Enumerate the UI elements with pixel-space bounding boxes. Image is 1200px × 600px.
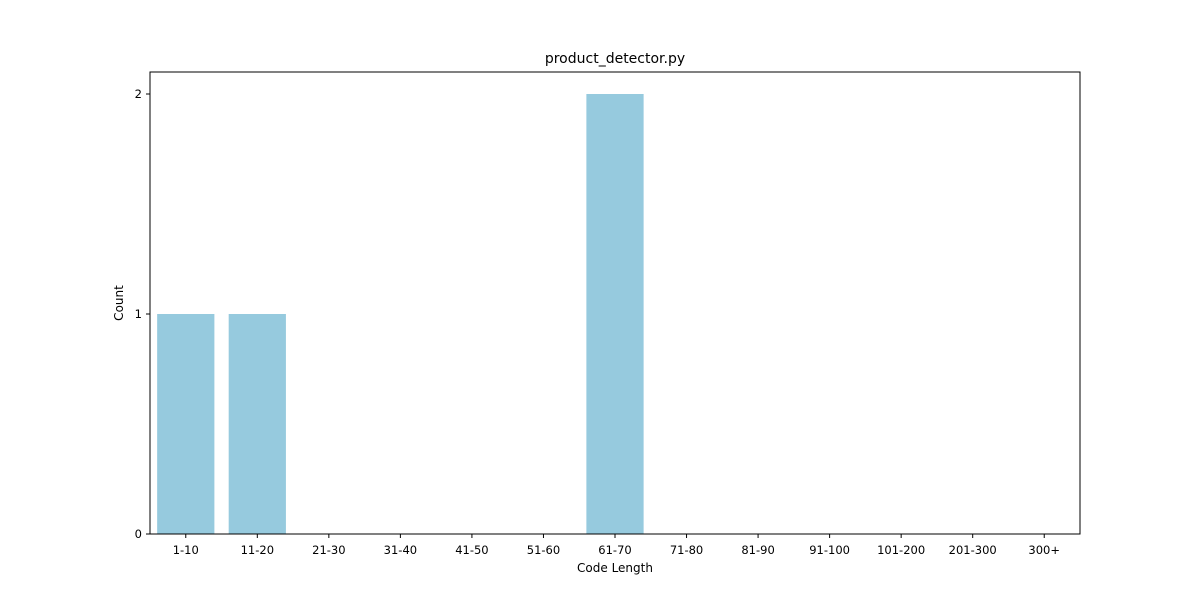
y-tick-label: 1 — [135, 307, 142, 321]
x-tick-label: 11-20 — [241, 543, 274, 557]
x-tick-label: 91-100 — [809, 543, 850, 557]
bar-61-70 — [586, 94, 644, 534]
x-tick-label: 201-300 — [949, 543, 997, 557]
y-tick-label: 0 — [135, 527, 142, 541]
x-tick-label: 41-50 — [455, 543, 488, 557]
x-tick-label: 21-30 — [312, 543, 345, 557]
x-tick-label: 1-10 — [173, 543, 199, 557]
bar-11-20 — [228, 314, 286, 534]
bars-group — [157, 94, 644, 534]
plot-frame — [149, 71, 1081, 535]
y-axis-label: Count — [112, 285, 126, 321]
x-tick-label: 71-80 — [670, 543, 703, 557]
x-tick-label: 300+ — [1028, 543, 1060, 557]
y-axis-ticks: 0 1 2 — [135, 87, 150, 541]
x-tick-label: 61-70 — [598, 543, 631, 557]
chart-title: product_detector.py — [545, 51, 685, 67]
bar-1-10 — [157, 314, 215, 534]
x-tick-label: 101-200 — [877, 543, 925, 557]
x-tick-label: 31-40 — [384, 543, 417, 557]
x-tick-label: 51-60 — [527, 543, 560, 557]
x-axis-label: Code Length — [577, 561, 653, 575]
x-tick-label: 81-90 — [741, 543, 774, 557]
y-tick-label: 2 — [135, 87, 142, 101]
x-axis-ticks: 1-10 11-20 21-30 31-40 41-50 51-60 61-70 71-80 8… — [173, 534, 1060, 557]
